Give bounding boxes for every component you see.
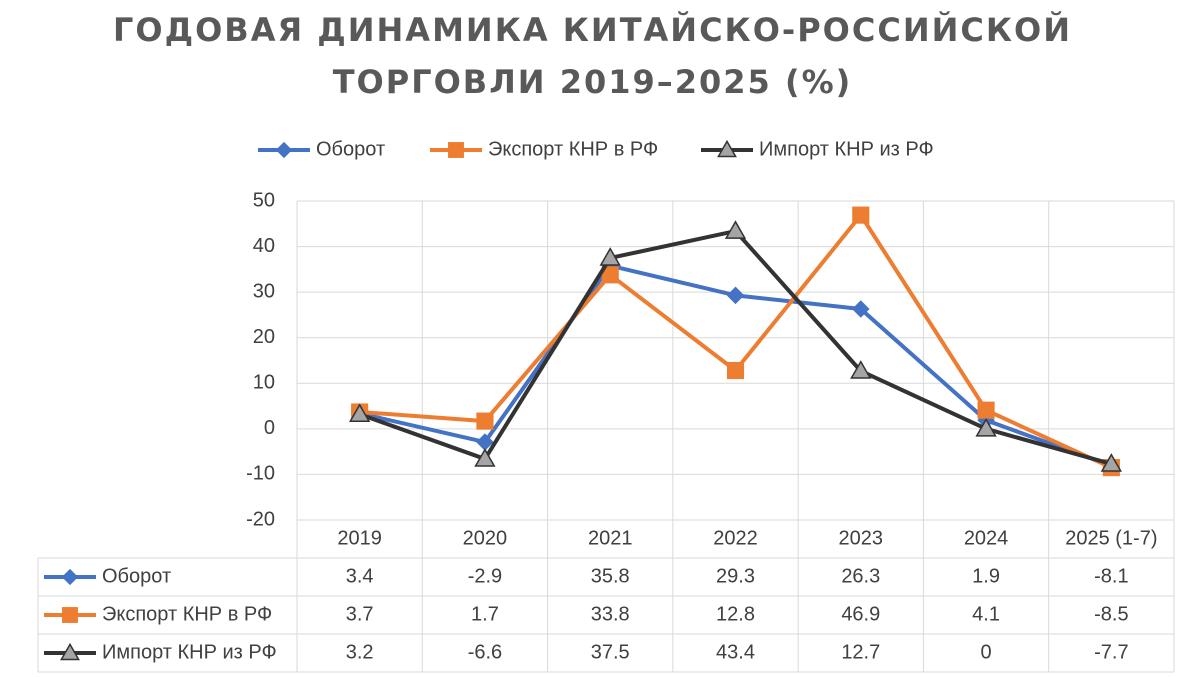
legend-marker [448, 142, 464, 158]
data-point [850, 360, 872, 379]
table-cell-value: -7.7 [1094, 641, 1128, 663]
y-tick-label: 50 [253, 189, 275, 211]
table-cell-value: 1.9 [972, 565, 1000, 587]
y-tick-label: -10 [246, 463, 275, 485]
data-point [724, 220, 747, 239]
x-tick-label: 2019 [337, 527, 382, 549]
data-point [726, 361, 745, 380]
table-legend-marker [60, 642, 80, 661]
table-cell-value: 4.1 [972, 603, 1000, 625]
x-tick-label: 2021 [588, 527, 633, 549]
table-cell-value: 33.8 [591, 603, 630, 625]
data-point [474, 448, 496, 467]
table-cell-value: 12.7 [841, 641, 880, 663]
table-cell-value: 0 [981, 641, 992, 663]
data-point [599, 247, 621, 266]
table-cell-value: 1.7 [471, 603, 499, 625]
y-tick-label: 40 [253, 235, 275, 257]
y-tick-label: 10 [253, 372, 275, 394]
table-cell-value: 3.2 [346, 641, 374, 663]
table-cell-value: 29.3 [716, 565, 755, 587]
x-tick-label: 2023 [839, 527, 884, 549]
table-cell-value: -2.9 [468, 565, 502, 587]
y-tick-label: 0 [264, 417, 275, 439]
table-cell-value: 3.7 [346, 603, 374, 625]
table-cell-value: 43.4 [716, 641, 755, 663]
legend-label: Экспорт КНР в РФ [488, 138, 658, 160]
table-cell-value: -8.5 [1094, 603, 1128, 625]
legend-marker [717, 139, 737, 158]
data-point [348, 403, 371, 423]
data-point [975, 417, 997, 437]
series-line-2 [359, 213, 1113, 470]
table-row-label: Экспорт КНР в РФ [102, 603, 272, 625]
table-legend-marker [61, 568, 79, 586]
chart-title-line-1: ГОДОВАЯ ДИНАМИКА КИТАЙСКО-РОССИЙСКОЙ [113, 11, 1072, 49]
table-row-label: Оборот [102, 565, 171, 587]
table-cell-value: -8.1 [1094, 565, 1128, 587]
table-cell-value: 3.4 [346, 565, 374, 587]
table-cell-value: 37.5 [591, 641, 630, 663]
legend-label: Оборот [316, 138, 385, 160]
x-tick-label: 2020 [463, 527, 508, 549]
y-tick-label: 30 [253, 280, 275, 302]
data-point [852, 206, 870, 224]
table-cell-value: -6.6 [468, 641, 502, 663]
data-point [852, 300, 870, 318]
table-cell-value: 46.9 [841, 603, 880, 625]
legend-marker [275, 141, 293, 159]
y-tick-label: 20 [253, 326, 275, 348]
data-point [726, 286, 745, 305]
table-legend-marker [62, 607, 78, 623]
chart-title-line-2: ТОРГОВЛИ 2019–2025 (%) [332, 63, 853, 101]
data-point [1100, 453, 1123, 472]
x-tick-label: 2025 (1-7) [1065, 527, 1157, 549]
table-cell-value: 26.3 [841, 565, 880, 587]
y-tick-label: -20 [246, 508, 275, 530]
table-cell-value: 35.8 [591, 565, 630, 587]
table-row-label: Импорт КНР из РФ [102, 641, 277, 663]
x-tick-label: 2024 [964, 527, 1009, 549]
x-tick-label: 2022 [713, 527, 758, 549]
legend-label: Импорт КНР из РФ [759, 138, 934, 160]
data-point [476, 412, 494, 430]
table-cell-value: 12.8 [716, 603, 755, 625]
data-point [601, 266, 619, 284]
data-point [977, 401, 995, 419]
